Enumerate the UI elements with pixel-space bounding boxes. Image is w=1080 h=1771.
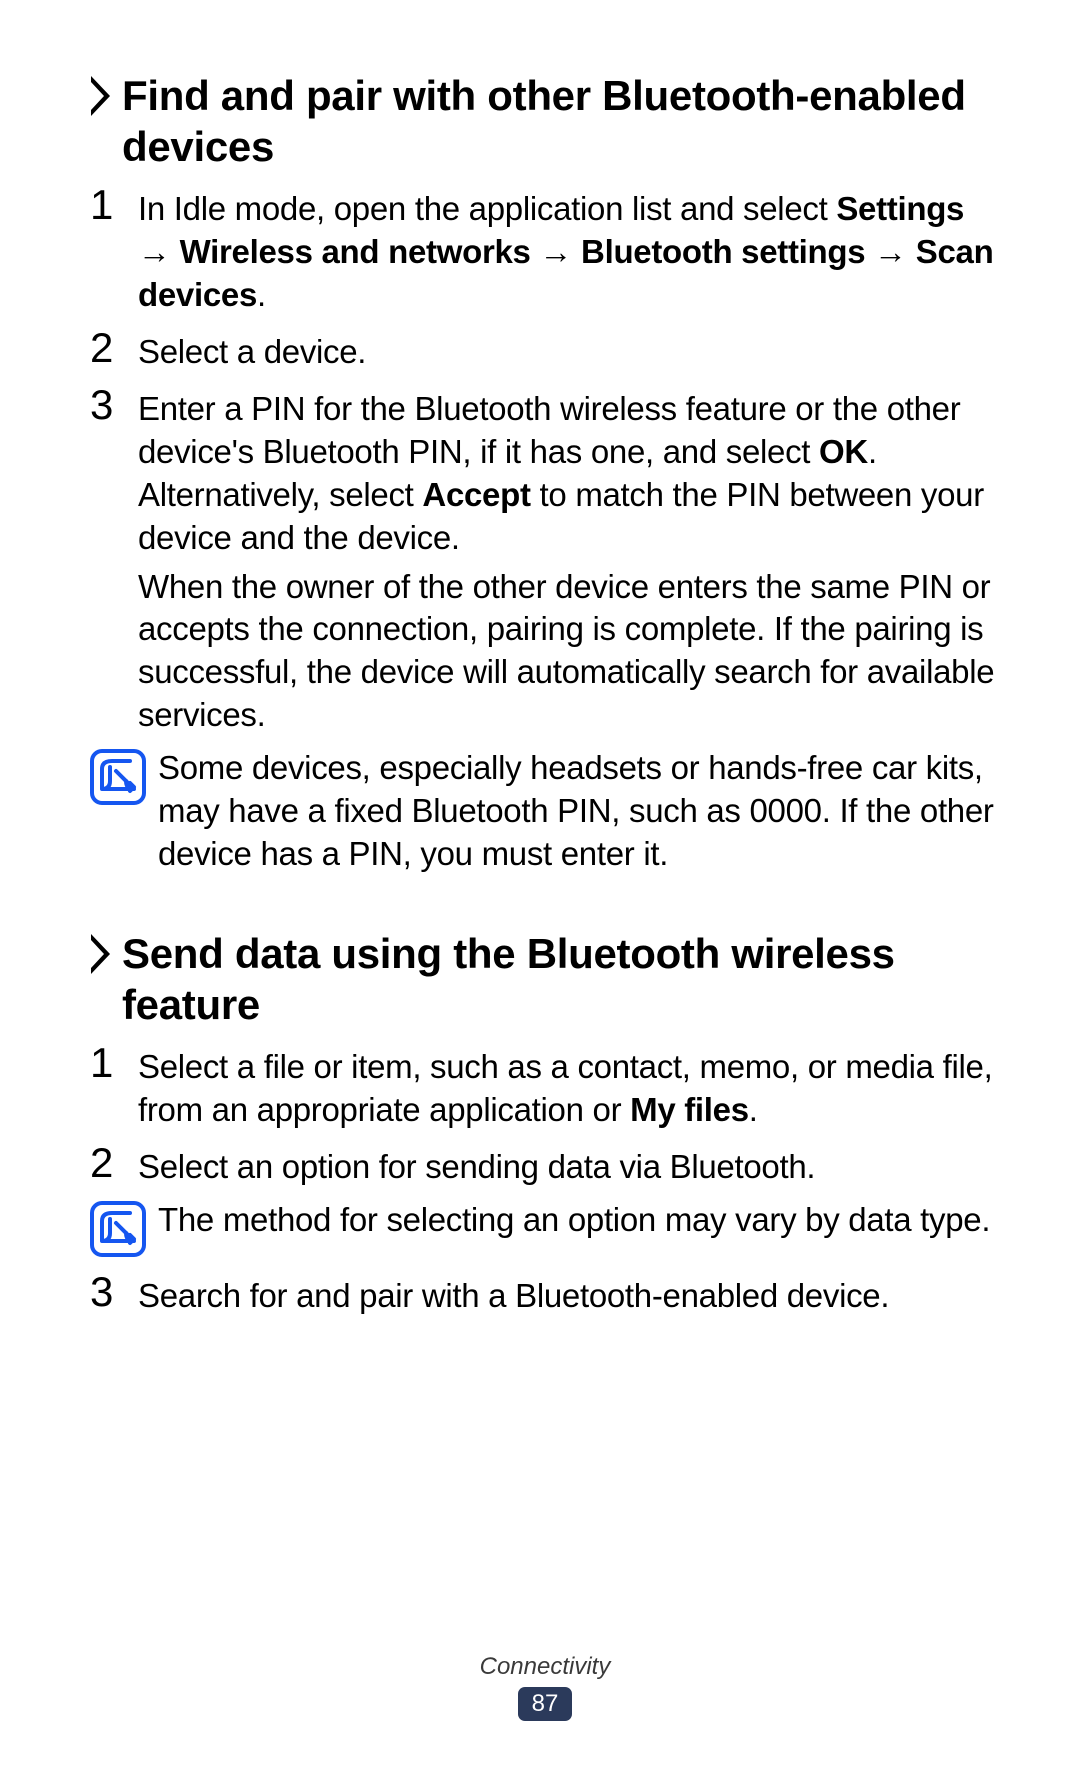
step-item: 1 Select a file or item, such as a conta… bbox=[90, 1042, 1000, 1132]
paragraph: When the owner of the other device enter… bbox=[138, 566, 1000, 738]
step-body: Select an option for sending data via Bl… bbox=[138, 1142, 1000, 1189]
page-number-badge: 87 bbox=[518, 1687, 573, 1721]
step-body: Select a file or item, such as a contact… bbox=[138, 1042, 1000, 1132]
note-block: The method for selecting an option may v… bbox=[90, 1199, 1000, 1257]
section-heading: Find and pair with other Bluetooth-enabl… bbox=[90, 70, 1000, 172]
bold-text: My files bbox=[630, 1091, 749, 1128]
arrow-text: → bbox=[531, 233, 581, 270]
heading-text: Find and pair with other Bluetooth-enabl… bbox=[122, 70, 1000, 172]
note-block: Some devices, especially headsets or han… bbox=[90, 747, 1000, 876]
text: . bbox=[257, 276, 266, 313]
step-number: 1 bbox=[90, 1042, 138, 1084]
text: Select a file or item, such as a contact… bbox=[138, 1048, 992, 1128]
step-item: 3 Search for and pair with a Bluetooth-e… bbox=[90, 1271, 1000, 1318]
bold-text: Wireless and networks bbox=[180, 233, 531, 270]
note-text: Some devices, especially headsets or han… bbox=[158, 747, 1000, 876]
note-icon bbox=[90, 749, 146, 805]
step-number: 1 bbox=[90, 184, 138, 226]
step-item: 1 In Idle mode, open the application lis… bbox=[90, 184, 1000, 317]
step-body: In Idle mode, open the application list … bbox=[138, 184, 1000, 317]
note-text: The method for selecting an option may v… bbox=[158, 1199, 1000, 1242]
heading-text: Send data using the Bluetooth wireless f… bbox=[122, 928, 1000, 1030]
step-item: 2 Select a device. bbox=[90, 327, 1000, 374]
step-number: 3 bbox=[90, 1271, 138, 1313]
chevron-right-icon bbox=[90, 74, 112, 118]
note-icon bbox=[90, 1201, 146, 1257]
bold-text: Settings bbox=[836, 190, 964, 227]
page-content: Find and pair with other Bluetooth-enabl… bbox=[90, 70, 1000, 1653]
step-item: 3 Enter a PIN for the Bluetooth wireless… bbox=[90, 384, 1000, 737]
section-find-and-pair: Find and pair with other Bluetooth-enabl… bbox=[90, 70, 1000, 876]
step-number: 3 bbox=[90, 384, 138, 426]
text: . bbox=[749, 1091, 758, 1128]
page-footer: Connectivity 87 bbox=[90, 1653, 1000, 1731]
bold-text: Bluetooth settings bbox=[581, 233, 865, 270]
chevron-right-icon bbox=[90, 932, 112, 976]
arrow-text: → bbox=[138, 233, 180, 270]
step-number: 2 bbox=[90, 1142, 138, 1184]
step-item: 2 Select an option for sending data via … bbox=[90, 1142, 1000, 1189]
document-page: Find and pair with other Bluetooth-enabl… bbox=[0, 0, 1080, 1771]
bold-text: Accept bbox=[422, 476, 530, 513]
section-send-data: Send data using the Bluetooth wireless f… bbox=[90, 928, 1000, 1318]
bold-text: OK bbox=[819, 433, 868, 470]
step-body: Search for and pair with a Bluetooth-ena… bbox=[138, 1271, 1000, 1318]
section-heading: Send data using the Bluetooth wireless f… bbox=[90, 928, 1000, 1030]
text: In Idle mode, open the application list … bbox=[138, 190, 836, 227]
arrow-text: → bbox=[865, 233, 915, 270]
footer-section-label: Connectivity bbox=[90, 1653, 1000, 1681]
step-body: Enter a PIN for the Bluetooth wireless f… bbox=[138, 384, 1000, 737]
step-body: Select a device. bbox=[138, 327, 1000, 374]
step-number: 2 bbox=[90, 327, 138, 369]
